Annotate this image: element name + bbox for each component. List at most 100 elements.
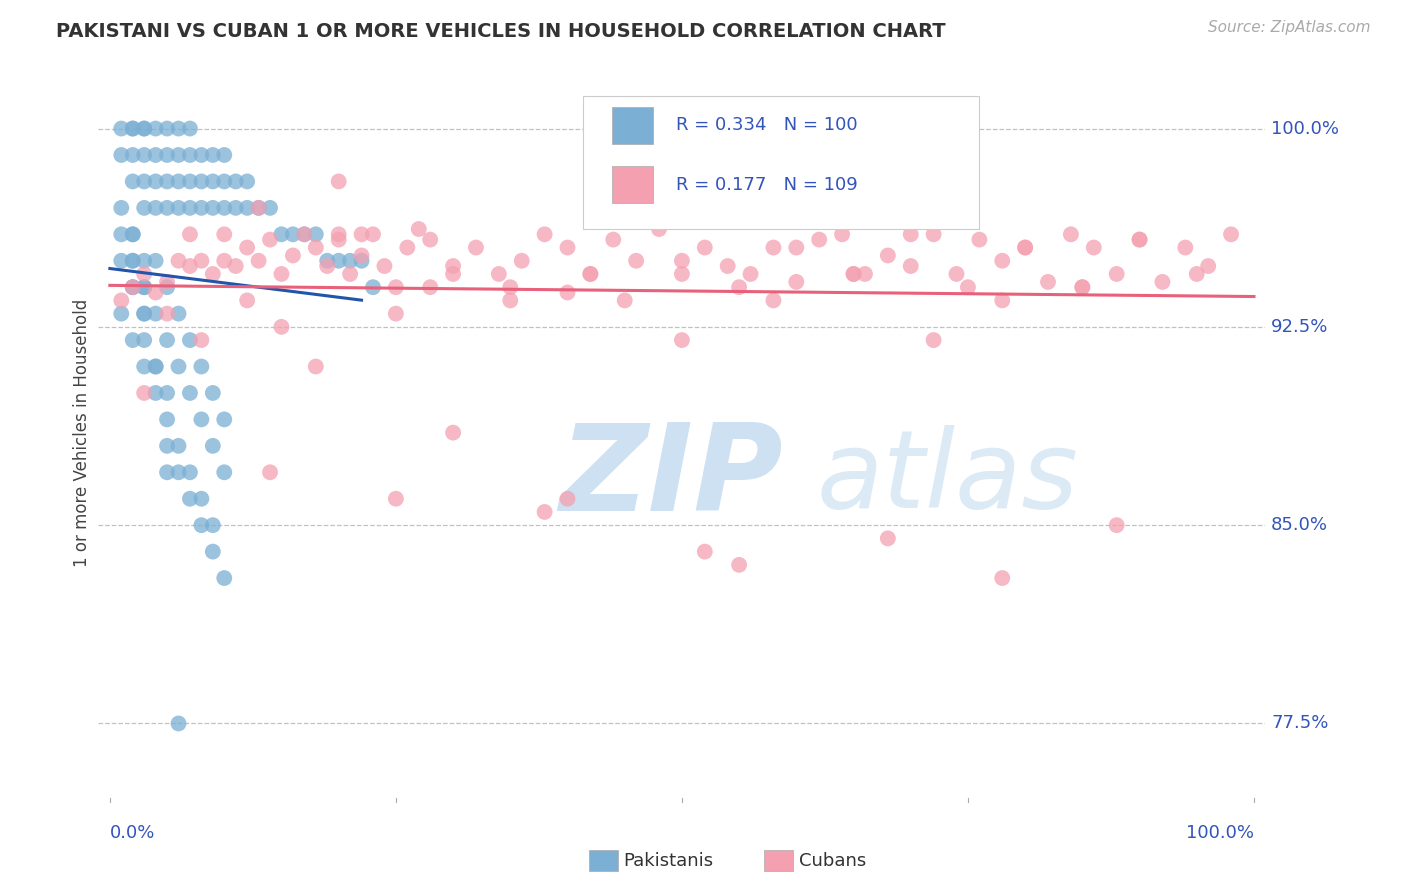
Point bbox=[270, 267, 292, 281]
Point bbox=[693, 240, 716, 255]
Point bbox=[876, 248, 898, 262]
Point bbox=[121, 333, 143, 347]
Point bbox=[259, 233, 281, 247]
Point bbox=[488, 267, 510, 281]
Point bbox=[956, 280, 979, 294]
Point bbox=[156, 148, 179, 162]
Point bbox=[922, 227, 945, 242]
Point bbox=[441, 267, 464, 281]
Point bbox=[201, 544, 224, 558]
Point bbox=[167, 439, 190, 453]
Point bbox=[179, 465, 201, 479]
Point bbox=[167, 465, 190, 479]
Point bbox=[385, 491, 408, 506]
Point bbox=[110, 293, 132, 308]
Point bbox=[785, 275, 807, 289]
Point bbox=[305, 240, 328, 255]
Point bbox=[602, 233, 624, 247]
Point bbox=[1197, 259, 1219, 273]
Point bbox=[134, 359, 156, 374]
Point bbox=[156, 465, 179, 479]
Point bbox=[579, 267, 602, 281]
Point bbox=[1014, 240, 1036, 255]
Point bbox=[145, 148, 167, 162]
Text: ZIP: ZIP bbox=[560, 418, 783, 535]
Point bbox=[762, 240, 785, 255]
Point bbox=[785, 240, 807, 255]
Point bbox=[190, 174, 212, 188]
Point bbox=[190, 253, 212, 268]
Point bbox=[167, 359, 190, 374]
Point bbox=[236, 293, 259, 308]
Point bbox=[201, 267, 224, 281]
Point bbox=[900, 259, 922, 273]
Point bbox=[145, 201, 167, 215]
Point bbox=[167, 307, 190, 321]
Point bbox=[134, 174, 156, 188]
Point bbox=[145, 359, 167, 374]
Point bbox=[533, 505, 555, 519]
Point bbox=[842, 267, 865, 281]
Point bbox=[225, 201, 247, 215]
Point bbox=[179, 259, 201, 273]
Point bbox=[350, 248, 373, 262]
Point bbox=[156, 412, 179, 426]
Point bbox=[214, 201, 236, 215]
Point bbox=[259, 465, 281, 479]
Point bbox=[145, 359, 167, 374]
Point bbox=[671, 333, 693, 347]
Point bbox=[305, 359, 328, 374]
Point bbox=[419, 280, 441, 294]
Point bbox=[270, 319, 292, 334]
Point bbox=[1036, 275, 1059, 289]
Point bbox=[201, 386, 224, 401]
Point bbox=[281, 248, 304, 262]
Point bbox=[441, 259, 464, 273]
Point bbox=[316, 253, 339, 268]
Point bbox=[305, 227, 328, 242]
Point bbox=[1128, 233, 1150, 247]
Point bbox=[361, 280, 384, 294]
Point bbox=[110, 201, 132, 215]
Text: 77.5%: 77.5% bbox=[1271, 714, 1329, 732]
Point bbox=[247, 253, 270, 268]
Point bbox=[1220, 227, 1243, 242]
Point bbox=[214, 465, 236, 479]
Point bbox=[853, 267, 876, 281]
Point bbox=[110, 121, 132, 136]
Point bbox=[1105, 518, 1128, 533]
Point bbox=[728, 280, 751, 294]
Point bbox=[510, 253, 533, 268]
Point bbox=[214, 571, 236, 585]
Point bbox=[121, 253, 143, 268]
Point bbox=[110, 227, 132, 242]
Point bbox=[236, 201, 259, 215]
Point bbox=[156, 275, 179, 289]
Point bbox=[900, 227, 922, 242]
Text: R = 0.334   N = 100: R = 0.334 N = 100 bbox=[676, 116, 858, 135]
FancyBboxPatch shape bbox=[582, 95, 980, 229]
Point bbox=[167, 148, 190, 162]
Point bbox=[259, 201, 281, 215]
Point bbox=[385, 307, 408, 321]
Point bbox=[465, 240, 488, 255]
Point bbox=[121, 148, 143, 162]
Point bbox=[281, 227, 304, 242]
Point bbox=[225, 174, 247, 188]
Point bbox=[214, 227, 236, 242]
Point bbox=[1174, 240, 1197, 255]
Point bbox=[214, 412, 236, 426]
Point bbox=[134, 148, 156, 162]
Point bbox=[499, 293, 522, 308]
Point bbox=[134, 307, 156, 321]
Point bbox=[179, 227, 201, 242]
Point bbox=[156, 280, 179, 294]
Point bbox=[179, 491, 201, 506]
Point bbox=[671, 267, 693, 281]
Point bbox=[156, 307, 179, 321]
Point bbox=[201, 174, 224, 188]
Point bbox=[110, 148, 132, 162]
Point bbox=[441, 425, 464, 440]
Point bbox=[201, 201, 224, 215]
Point bbox=[613, 293, 636, 308]
